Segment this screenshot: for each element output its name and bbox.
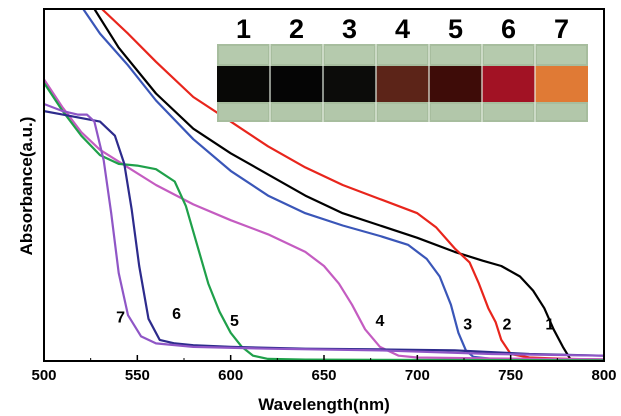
swatch-glass-top-2	[272, 46, 321, 64]
swatch-6	[482, 66, 535, 102]
x-tick-label-600: 600	[218, 367, 243, 384]
x-tick-label-800: 800	[591, 367, 616, 384]
x-axis-title: Wavelength(nm)	[258, 395, 390, 414]
swatch-label-7: 7	[554, 14, 569, 44]
swatch-glass-top-1	[219, 46, 268, 64]
swatch-glass-bottom-4	[378, 104, 427, 120]
swatch-glass-top-4	[378, 46, 427, 64]
swatch-glass-bottom-6	[484, 104, 533, 120]
swatch-label-5: 5	[448, 14, 463, 44]
x-tick-label-500: 500	[31, 367, 56, 384]
series-line-7	[44, 102, 604, 357]
swatch-label-2: 2	[289, 14, 304, 44]
curve-label-7: 7	[116, 309, 125, 326]
swatch-1	[217, 66, 270, 102]
swatch-glass-bottom-5	[431, 104, 480, 120]
swatch-label-1: 1	[236, 14, 251, 44]
swatch-glass-top-3	[325, 46, 374, 64]
x-tick-label-650: 650	[311, 367, 336, 384]
curve-label-5: 5	[230, 313, 239, 330]
x-tick-label-750: 750	[498, 367, 523, 384]
curve-label-3: 3	[463, 316, 472, 333]
swatch-label-4: 4	[395, 14, 410, 44]
swatch-glass-bottom-3	[325, 104, 374, 120]
swatch-7	[535, 66, 588, 102]
x-axis: 500 550 600 650 700 750 800	[31, 355, 617, 384]
swatch-glass-top-5	[431, 46, 480, 64]
y-axis-title: Absorbance(a.u.)	[17, 117, 36, 256]
curve-label-4: 4	[376, 313, 385, 330]
swatch-glass-bottom-1	[219, 104, 268, 120]
series-line-4	[44, 78, 604, 361]
swatch-2	[270, 66, 323, 102]
color-swatch-inset: 1 2 3 4 5 6 7	[217, 14, 588, 122]
curve-label-6: 6	[172, 306, 181, 323]
swatch-glass-top-7	[537, 46, 586, 64]
swatch-4	[376, 66, 429, 102]
swatch-glass-top-6	[484, 46, 533, 64]
series-line-5	[44, 82, 604, 361]
swatch-5	[429, 66, 482, 102]
swatch-glass-bottom-7	[537, 104, 586, 120]
x-tick-label-550: 550	[125, 367, 150, 384]
swatch-3	[323, 66, 376, 102]
curve-labels: 1 2 3 4 5 6 7	[116, 306, 554, 334]
series-line-1	[93, 9, 572, 360]
swatch-glass-bottom-2	[272, 104, 321, 120]
curve-label-2: 2	[502, 316, 511, 333]
curve-label-1: 1	[545, 316, 554, 333]
swatch-label-6: 6	[501, 14, 516, 44]
x-tick-label-700: 700	[405, 367, 430, 384]
series-line-6	[44, 110, 604, 357]
swatch-label-3: 3	[342, 14, 357, 44]
